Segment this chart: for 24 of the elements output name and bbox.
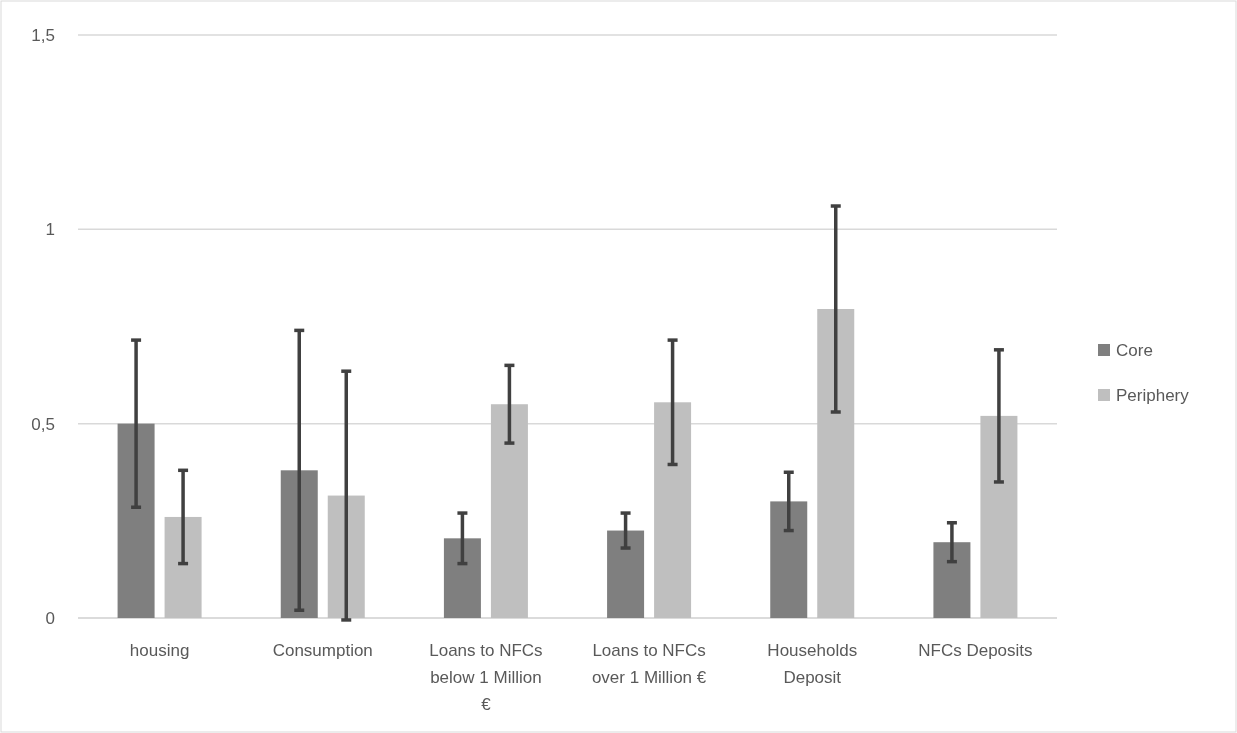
bar [490, 404, 528, 618]
x-tick-label: NFCs Deposits [918, 641, 1033, 660]
bar [164, 516, 202, 618]
y-tick-label: 0,5 [31, 414, 55, 434]
x-tick-label: Consumption [272, 641, 373, 660]
y-tick-label: 1 [45, 220, 55, 240]
legend-label: Periphery [1116, 385, 1190, 405]
y-tick-label: 0 [45, 608, 55, 628]
bar [933, 542, 971, 618]
bar [980, 415, 1018, 618]
y-tick-label: 1,5 [31, 25, 55, 45]
x-tick-label: Loans to NFCs below 1 Million € [429, 641, 543, 714]
x-tick-label: Households Deposit [767, 641, 858, 687]
bar [654, 402, 692, 618]
bar [280, 470, 318, 618]
bar [117, 423, 155, 618]
bar [817, 309, 855, 618]
bar [770, 501, 808, 618]
x-tick-label: Loans to NFCs over 1 Million € [591, 641, 707, 687]
bar [443, 538, 481, 618]
x-tick-label: housing [129, 641, 190, 660]
bar [327, 495, 365, 618]
bar [607, 530, 645, 618]
legend-label: Core [1116, 340, 1153, 360]
